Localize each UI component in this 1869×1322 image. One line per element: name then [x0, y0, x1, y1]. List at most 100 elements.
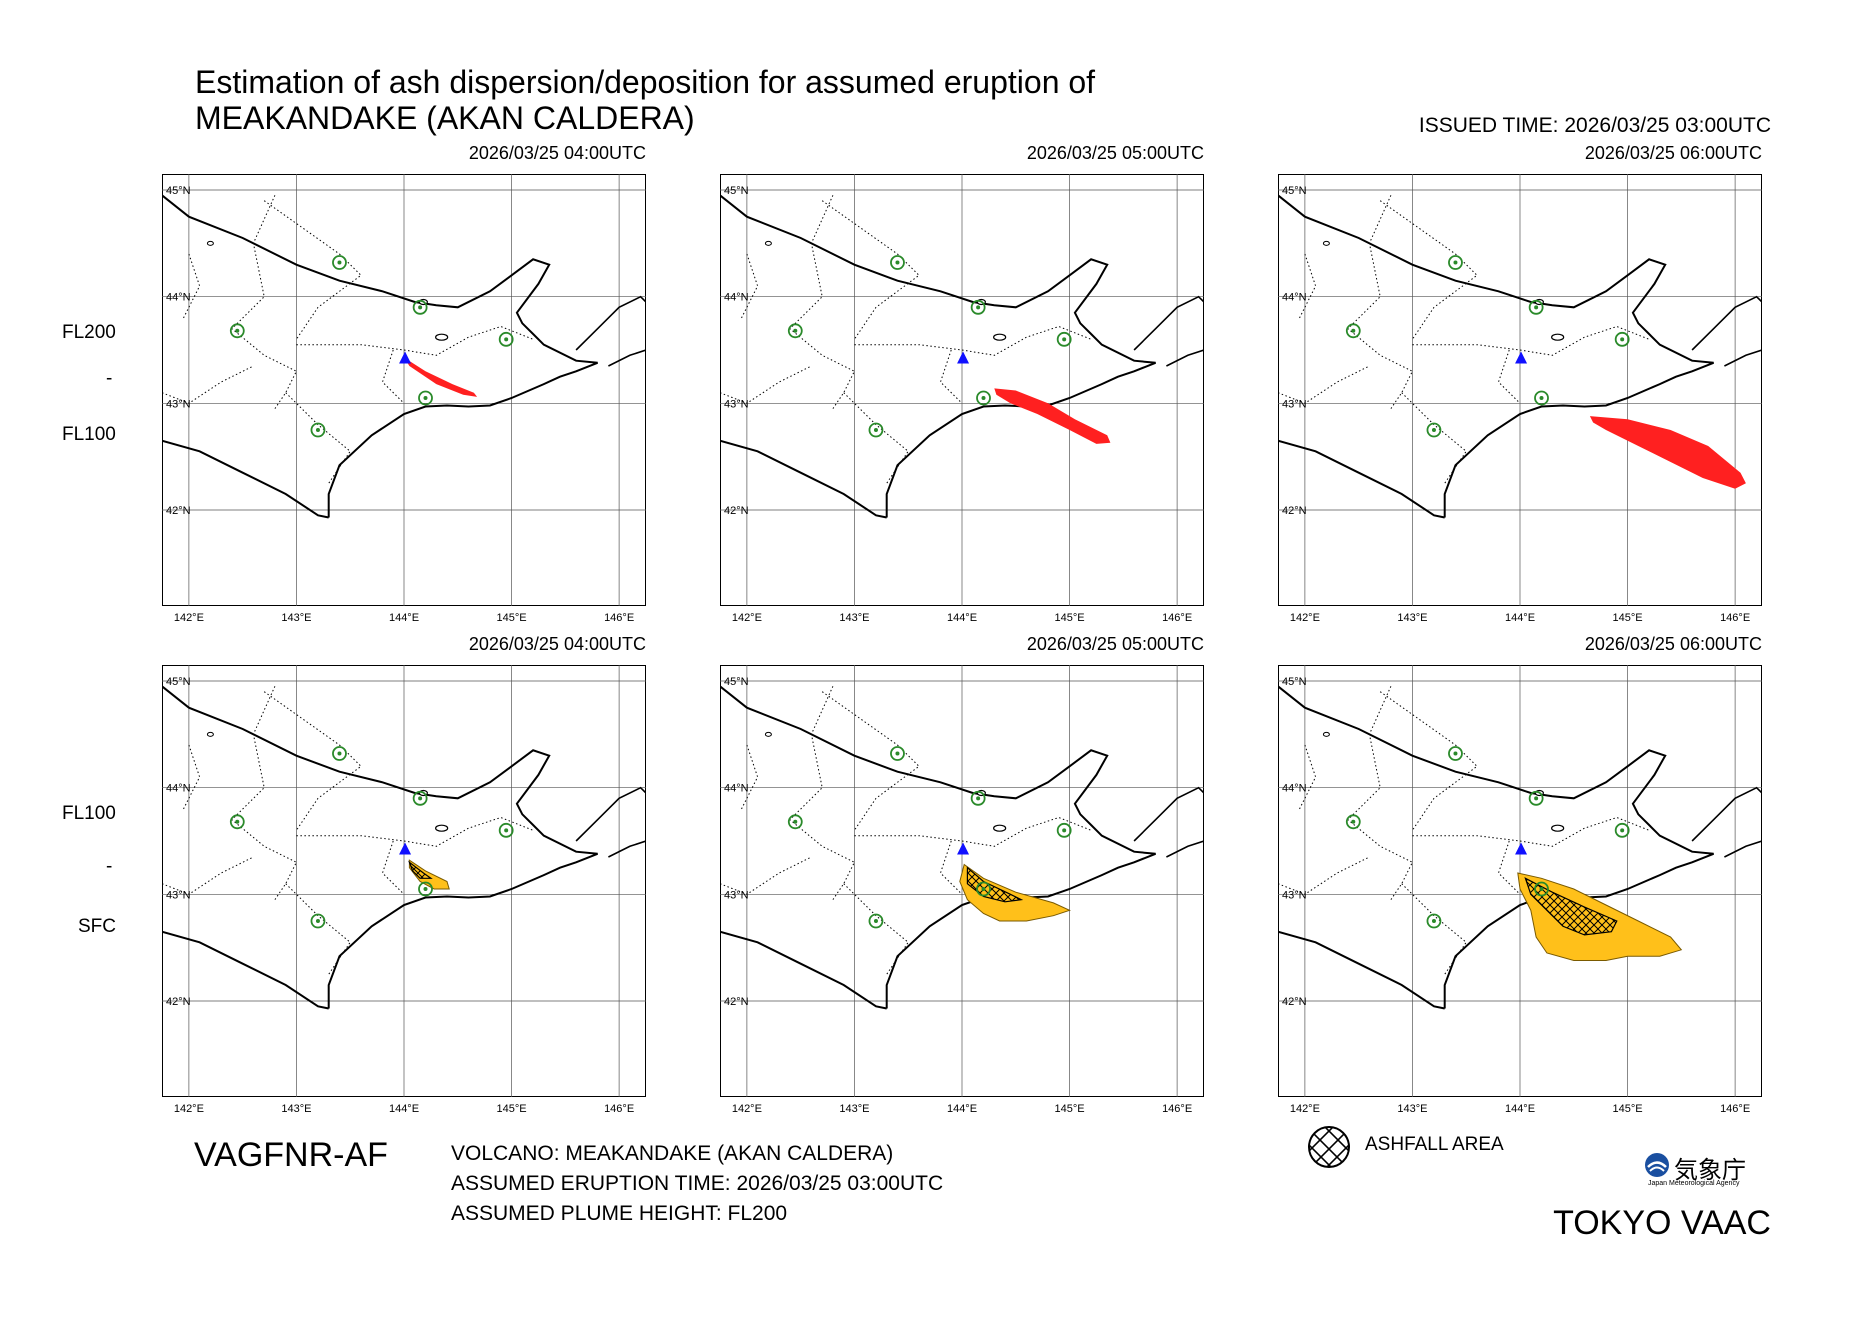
lat-tick-label: 43°N: [1282, 889, 1307, 901]
lon-tick-label: 145°E: [497, 1103, 527, 1115]
map-panel-6: 45°N 44°N 43°N 42°N 142°E 143°E 144°E 145°E 146°…: [1278, 665, 1762, 1115]
city-marker: [418, 390, 433, 406]
lat-tick-label: 44°N: [1282, 783, 1307, 795]
city-marker: [890, 746, 905, 761]
lower-level-top: FL100: [62, 803, 116, 824]
admin-boundary: [263, 200, 362, 340]
city-marker-dot: [873, 919, 878, 923]
ashfall-area: [1524, 877, 1618, 936]
lat-tick-label: 45°N: [166, 676, 191, 688]
admin-boundary: [1412, 325, 1650, 356]
city-marker: [787, 814, 803, 830]
panel-5-time: 2026/03/25 05:00UTC: [1026, 634, 1204, 654]
lake-kussharo: [1551, 824, 1565, 832]
kuril-coast: [1691, 786, 1762, 842]
kuril-coast: [1724, 840, 1762, 858]
lake-shumarinai: [1322, 731, 1330, 737]
issued-time: ISSUED TIME: 2026/03/25 03:00UTC: [1418, 114, 1771, 137]
kuril-coast: [1133, 786, 1204, 842]
admin-boundary: [296, 816, 534, 847]
admin-boundary: [720, 365, 812, 404]
lat-tick-label: 42°N: [1282, 505, 1307, 517]
jma-emblem-icon: [1645, 1153, 1669, 1177]
volcano-name: VOLCANO: MEAKANDAKE (AKAN CALDERA): [451, 1142, 894, 1165]
city-marker-dot: [1620, 337, 1625, 342]
panel-3-time: 2026/03/25 06:00UTC: [1584, 143, 1762, 163]
lon-tick-label: 142°E: [732, 612, 762, 624]
lat-tick-label: 44°N: [166, 292, 191, 304]
city-marker: [970, 790, 986, 806]
lon-tick-label: 142°E: [174, 612, 204, 624]
lon-tick-label: 144°E: [389, 1103, 419, 1115]
city-marker: [498, 331, 514, 347]
lower-level-bottom: SFC: [78, 916, 116, 937]
city-marker: [1056, 331, 1072, 347]
lat-tick-label: 45°N: [166, 185, 191, 197]
city-marker-dot: [504, 337, 509, 342]
coastline-north: [162, 685, 598, 1009]
city-marker: [1426, 422, 1442, 438]
lat-tick-label: 45°N: [1282, 676, 1307, 688]
city-marker: [1528, 299, 1544, 315]
city-marker: [229, 814, 245, 830]
city-marker-dot: [1534, 796, 1539, 801]
city-marker-dot: [315, 919, 320, 923]
ash-cloud-lower: [959, 863, 1071, 922]
city-marker: [1614, 331, 1630, 347]
plume-height: ASSUMED PLUME HEIGHT: FL200: [451, 1202, 788, 1225]
city-marker: [1534, 881, 1549, 897]
lon-tick-label: 143°E: [1397, 1103, 1427, 1115]
admin-boundary: [720, 856, 812, 895]
city-marker: [1056, 822, 1072, 838]
ashfall-legend-icon: [1308, 1126, 1350, 1168]
lat-tick-label: 42°N: [724, 505, 749, 517]
lon-tick-label: 143°E: [839, 1103, 869, 1115]
city-marker-dot: [873, 428, 878, 432]
city-marker-dot: [981, 887, 986, 891]
city-marker-dot: [337, 260, 342, 265]
lon-tick-label: 145°E: [1055, 1103, 1085, 1115]
lake-shumarinai: [1322, 240, 1330, 246]
lake-kussharo: [435, 824, 449, 832]
eruption-time: ASSUMED ERUPTION TIME: 2026/03/25 03:00U…: [451, 1172, 944, 1195]
city-marker-dot: [1539, 887, 1544, 891]
city-marker-dot: [976, 305, 981, 310]
admin-boundary: [1278, 365, 1370, 404]
ash-cloud-upper: [994, 388, 1111, 444]
admin-boundary: [1347, 195, 1414, 409]
lat-tick-label: 42°N: [724, 996, 749, 1008]
lon-tick-label: 142°E: [174, 1103, 204, 1115]
lon-tick-label: 145°E: [1613, 612, 1643, 624]
lat-tick-label: 45°N: [1282, 185, 1307, 197]
coastline-south: [1278, 930, 1445, 1010]
ash-cloud-upper: [404, 357, 478, 397]
coastline-south: [1278, 439, 1445, 519]
city-marker-dot: [1431, 919, 1436, 923]
jma-name-jp: 気象庁: [1674, 1156, 1746, 1184]
kuril-coast: [1691, 295, 1762, 351]
lat-tick-label: 43°N: [1282, 398, 1307, 410]
lat-tick-label: 43°N: [724, 889, 749, 901]
lake-shumarinai: [206, 731, 214, 737]
lon-tick-label: 142°E: [1290, 612, 1320, 624]
city-marker-dot: [1431, 428, 1436, 432]
kuril-coast: [608, 349, 646, 367]
city-marker-dot: [1453, 260, 1458, 265]
lon-tick-label: 145°E: [1613, 1103, 1643, 1115]
lon-tick-label: 143°E: [281, 612, 311, 624]
panel-1-time: 2026/03/25 04:00UTC: [468, 143, 646, 163]
kuril-coast: [1724, 349, 1762, 367]
kuril-coast: [1133, 295, 1204, 351]
map-panel-4: 45°N 44°N 43°N 42°N 142°E 143°E 144°E 145°E 146°…: [162, 665, 646, 1115]
panel-2-time: 2026/03/25 05:00UTC: [1026, 143, 1204, 163]
lon-tick-label: 146°E: [1720, 612, 1750, 624]
kuril-coast: [575, 295, 646, 351]
title-line-1: Estimation of ash dispersion/deposition …: [195, 64, 1096, 100]
lat-tick-label: 43°N: [724, 398, 749, 410]
city-marker-dot: [418, 796, 423, 801]
lat-tick-label: 45°N: [724, 185, 749, 197]
lon-tick-label: 143°E: [281, 1103, 311, 1115]
city-marker-dot: [315, 428, 320, 432]
lon-tick-label: 143°E: [1397, 612, 1427, 624]
city-marker-dot: [895, 260, 900, 265]
